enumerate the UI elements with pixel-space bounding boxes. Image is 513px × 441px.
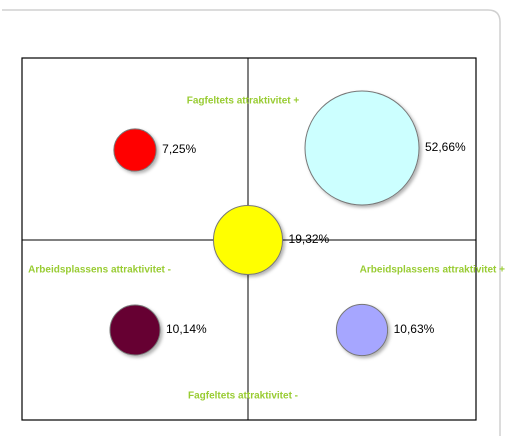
bubble [212, 204, 284, 276]
data-label: 10,14% [166, 322, 207, 336]
axis-annotation: Arbeidsplassens attraktivitet - [28, 265, 171, 276]
data-label: 52,66% [425, 140, 466, 154]
data-label: 19,32% [289, 232, 330, 246]
bubble [304, 90, 420, 206]
axis-annotation: Fagfeltets attraktivitet - [188, 391, 298, 402]
plot-frame [21, 57, 477, 421]
data-label: 10,63% [394, 322, 435, 336]
card-border [2, 9, 501, 436]
data-label: 7,25% [162, 142, 196, 156]
axis-annotation: Fagfeltets attraktivitet + [187, 96, 300, 107]
bubble [109, 304, 161, 356]
bubble [113, 128, 157, 172]
axis-annotation: Arbeidsplassens attraktivitet + [360, 265, 505, 276]
bubble [335, 303, 389, 357]
